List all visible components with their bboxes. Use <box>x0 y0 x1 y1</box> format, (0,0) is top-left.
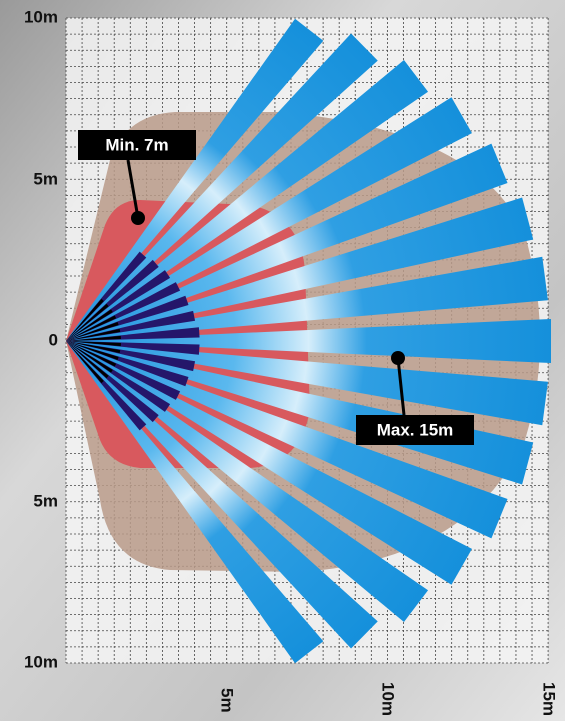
beam-group <box>66 341 472 585</box>
core-beam-group <box>66 341 104 384</box>
beam <box>66 341 472 585</box>
inner-beam <box>66 341 200 355</box>
inner-beam <box>66 341 189 387</box>
core-beam-group <box>66 341 113 373</box>
core-beam <box>66 303 109 341</box>
callout-dot <box>131 211 145 225</box>
x-axis-label: 10m <box>379 682 398 716</box>
inner-beam-group <box>66 341 200 355</box>
beam <box>66 341 324 664</box>
beam <box>66 341 378 649</box>
beam-group <box>66 18 324 341</box>
inner-beam-group <box>66 341 196 372</box>
inner-beam <box>66 341 196 372</box>
core-beam <box>66 298 104 341</box>
beam-group <box>66 59 429 341</box>
callout-pointer <box>126 159 140 219</box>
inner-beam <box>66 310 196 341</box>
beam <box>66 318 551 364</box>
beam <box>66 33 378 341</box>
core-beam-group <box>66 341 109 379</box>
core-beam <box>66 322 119 341</box>
core-beam <box>66 341 113 373</box>
core-beam <box>66 341 117 367</box>
y-axis-label: 10m <box>24 7 58 26</box>
core-beam <box>66 341 121 347</box>
core-beam-group <box>66 341 119 360</box>
callout-label: Min. 7m <box>105 135 168 154</box>
core-beam-group <box>66 315 117 341</box>
inner-beam-group <box>66 341 189 387</box>
beam-group <box>66 33 378 341</box>
inner-beam-group <box>66 295 189 341</box>
core-beam-group <box>66 309 113 341</box>
callout-label: Max. 15m <box>377 420 454 439</box>
beam <box>66 59 429 341</box>
beam <box>66 341 429 623</box>
core-beam-group <box>66 341 117 367</box>
beam-group <box>66 97 472 341</box>
core-beam-group <box>66 298 104 341</box>
y-axis-label: 0 <box>49 330 58 349</box>
y-axis-label: 10m <box>24 652 58 671</box>
core-beam-group <box>66 341 121 347</box>
callout-pointer <box>396 357 406 416</box>
inner-beam <box>66 295 189 341</box>
callout-box <box>356 415 474 445</box>
beams <box>66 18 551 664</box>
beam <box>66 97 472 341</box>
inner-beam <box>66 327 200 341</box>
core-beam-group <box>66 303 109 341</box>
beam-group <box>66 341 378 649</box>
callout-dot <box>391 351 405 365</box>
y-axis-label: 5m <box>33 491 58 510</box>
x-axis-label: 15m <box>540 682 559 716</box>
beam-group <box>66 341 429 623</box>
inner-beam-group <box>66 327 200 341</box>
beam-group <box>66 318 551 364</box>
core-beam <box>66 315 117 341</box>
core-beam <box>66 309 113 341</box>
inner-beam-group <box>66 310 196 341</box>
y-axis-label: 5m <box>33 169 58 188</box>
core-beam <box>66 341 121 354</box>
core-beam-group <box>66 335 121 341</box>
core-beam-group <box>66 328 121 341</box>
core-beam <box>66 341 109 379</box>
core-beam <box>66 328 121 341</box>
core-beam-group <box>66 341 121 354</box>
core-beam-group <box>66 322 119 341</box>
core-beam <box>66 341 104 384</box>
beam-group <box>66 341 324 664</box>
core-beam <box>66 335 121 341</box>
callout-box <box>78 130 196 160</box>
x-axis-label: 5m <box>218 688 237 713</box>
core-beam <box>66 341 119 360</box>
beam <box>66 18 324 341</box>
